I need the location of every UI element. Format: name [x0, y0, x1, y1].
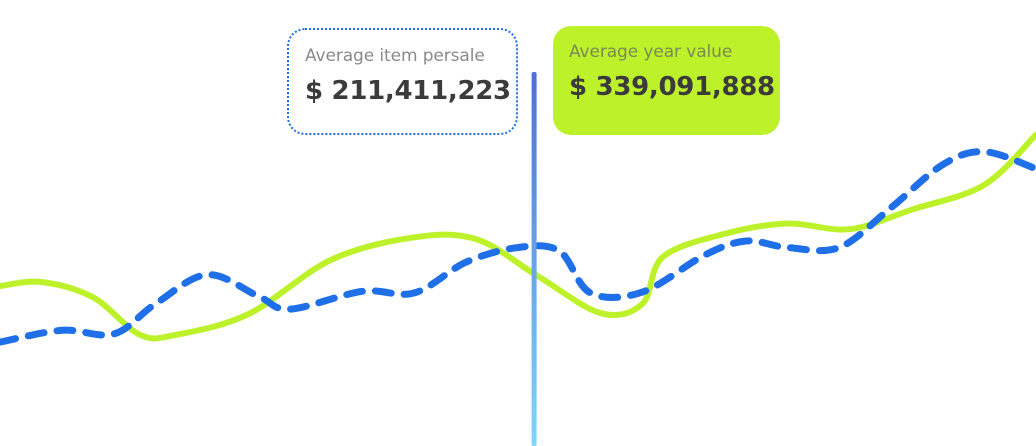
green-solid-series-line: [0, 131, 1036, 342]
average-item-persale-label: Average item persale: [305, 46, 485, 66]
series-layer: [0, 131, 1036, 346]
cursor-line[interactable]: [531, 72, 537, 446]
average-year-value-value: $ 339,091,888: [569, 72, 775, 102]
blue-dashed-series-line: [0, 148, 1036, 346]
average-item-persale-card: Average item persale $ 211,411,223: [287, 28, 518, 135]
average-item-persale-value: $ 211,411,223: [305, 76, 511, 106]
average-year-value-card: Average year value $ 339,091,888: [553, 26, 780, 135]
cursor-layer: [531, 72, 537, 446]
average-year-value-label: Average year value: [569, 42, 733, 62]
